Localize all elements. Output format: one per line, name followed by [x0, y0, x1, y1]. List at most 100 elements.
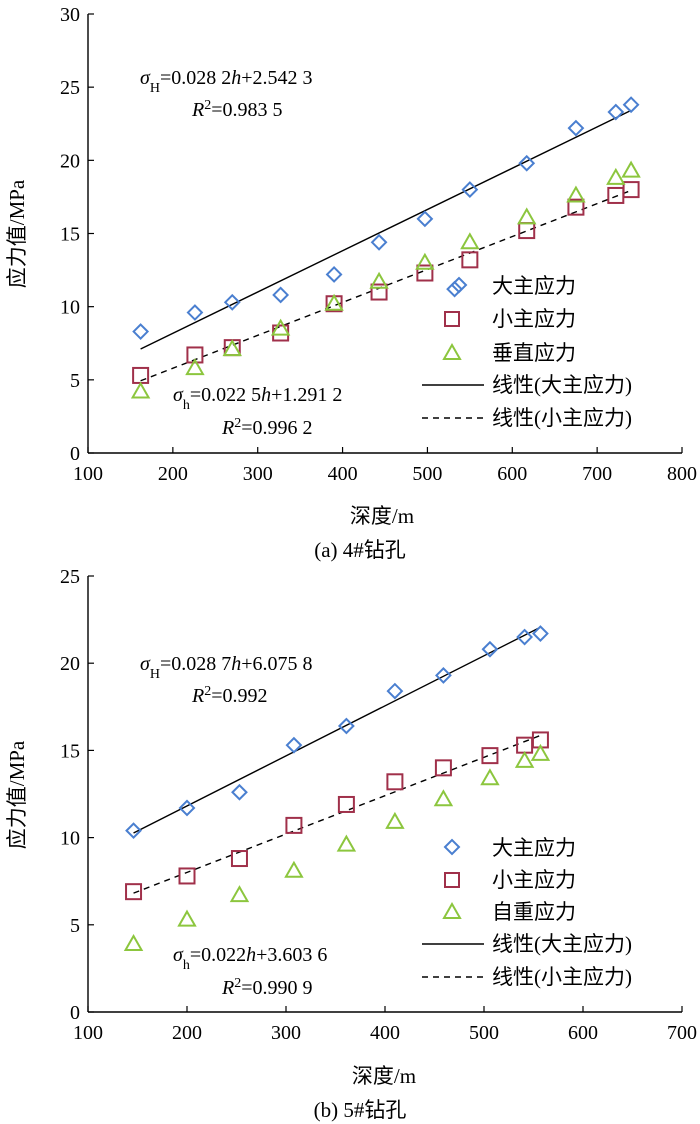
- legend-square-marker: [444, 872, 460, 888]
- point-major: [285, 736, 303, 754]
- data-marks: [130, 96, 641, 399]
- y-tick-label: 20: [60, 653, 80, 675]
- point-minor: [622, 181, 640, 199]
- point-vertical: [222, 339, 242, 357]
- point-vertical: [530, 743, 551, 761]
- point-vertical: [336, 834, 357, 852]
- y-tick-label: 20: [60, 150, 80, 172]
- point-minor: [337, 795, 355, 813]
- legend-label-major: 大主应力: [492, 274, 576, 298]
- legend-label-vertical: 垂直应力: [492, 341, 576, 365]
- legend-label-minor: 小主应力: [492, 868, 576, 892]
- point-major: [231, 783, 248, 801]
- point-minor: [461, 251, 479, 269]
- legend-item-minor: 小主应力: [444, 868, 576, 892]
- fit-lines: [140, 109, 632, 382]
- x-tick-label: 100: [73, 1022, 103, 1044]
- point-vertical: [433, 789, 454, 807]
- point-minor: [481, 747, 499, 765]
- point-major: [125, 822, 142, 840]
- legend-diamond-marker: [450, 276, 468, 294]
- x-tick-label: 600: [497, 463, 527, 485]
- x-tick-label: 400: [370, 1022, 400, 1044]
- point-vertical: [324, 293, 344, 311]
- legend-label-minor: 小主应力: [492, 307, 576, 331]
- point-major: [607, 103, 625, 121]
- legend-label-major: 大主应力: [492, 836, 576, 860]
- point-major: [337, 717, 355, 735]
- point-major: [272, 286, 290, 304]
- legend-label-fit-minor: 线性(小主应力): [492, 965, 632, 989]
- point-major: [178, 799, 196, 817]
- y-axis-title: 应力值/MPa: [5, 740, 29, 849]
- y-tick-label: 25: [60, 566, 80, 588]
- chart-a: 0 5 10 15 20 25 30 100 200 300 400 500 600 700 800 应力…: [5, 4, 697, 562]
- point-major: [186, 304, 204, 321]
- equation-major: σH=0.028 2h+2.542 3: [140, 67, 313, 96]
- x-tick-label: 800: [667, 463, 697, 485]
- point-minor: [370, 283, 388, 301]
- equation-major: σH=0.028 7h+6.075 8: [140, 653, 313, 682]
- point-minor: [518, 222, 536, 240]
- point-major: [567, 119, 585, 137]
- r2-minor: R2=0.996 2: [221, 416, 313, 440]
- point-vertical: [566, 185, 586, 203]
- point-vertical: [480, 768, 500, 786]
- legend-item-fit-minor: 线性(小主应力): [422, 965, 632, 989]
- x-ticks: 100 200 300 400 500 600 700: [73, 1006, 697, 1044]
- y-tick-label: 5: [70, 915, 80, 937]
- point-vertical: [369, 271, 389, 289]
- point-minor: [178, 867, 196, 885]
- point-major: [516, 628, 534, 646]
- point-major: [223, 293, 241, 311]
- point-vertical: [130, 381, 151, 399]
- point-major: [622, 96, 640, 114]
- point-minor: [516, 736, 534, 754]
- equation-minor: σh=0.022 5h+1.291 2: [173, 384, 342, 413]
- r2-major: R2=0.992: [191, 684, 268, 708]
- point-vertical: [460, 232, 480, 250]
- x-ticks: 100 200 300 400 500 600 700 800: [73, 447, 697, 485]
- chart-caption: (b) 5#钻孔: [314, 1098, 407, 1122]
- r2-minor: R2=0.990 9: [221, 976, 313, 1000]
- legend: 大主应力 小主应力 自重应力 线性(大主应力) 线性(小主应力): [422, 836, 632, 989]
- legend-label-fit-major: 线性(大主应力): [492, 932, 632, 956]
- point-vertical: [177, 909, 197, 927]
- point-minor: [434, 759, 452, 777]
- point-major: [532, 625, 549, 642]
- y-tick-label: 10: [60, 297, 80, 319]
- equation-minor: σh=0.022h+3.603 6: [173, 944, 327, 973]
- point-major: [370, 233, 388, 251]
- fit-line-major: [133, 626, 541, 834]
- legend-item-vertical: 自重应力: [442, 900, 576, 924]
- legend-item-major: 大主应力: [443, 836, 576, 860]
- x-tick-label: 500: [469, 1022, 499, 1044]
- legend-diamond-marker: [443, 838, 461, 856]
- plot-area: 0 5 10 15 20 25 30 100 200 300 400 500 600 700 800: [60, 4, 697, 485]
- x-tick-label: 300: [243, 463, 273, 485]
- point-major: [446, 280, 463, 298]
- fit-lines: [133, 626, 541, 894]
- y-ticks: 0 5 10 15 20 25 30: [60, 4, 94, 465]
- x-tick-label: 200: [158, 463, 188, 485]
- point-vertical: [229, 885, 250, 903]
- axes: [87, 14, 682, 454]
- point-vertical: [284, 860, 304, 878]
- point-minor: [125, 883, 143, 901]
- point-vertical: [385, 811, 405, 829]
- y-ticks: 0 5 10 15 20 25: [60, 566, 94, 1024]
- fit-line-major: [140, 109, 632, 350]
- point-major: [481, 640, 499, 658]
- legend-label-fit-minor: 线性(小主应力): [492, 406, 632, 430]
- point-minor: [386, 773, 404, 791]
- point-vertical: [185, 358, 205, 376]
- point-minor: [607, 186, 625, 204]
- x-tick-label: 100: [73, 463, 103, 485]
- y-tick-label: 0: [70, 1002, 80, 1024]
- legend-triangle-marker: [442, 342, 462, 360]
- legend-item-major: 大主应力: [450, 274, 576, 298]
- x-axis-title: 深度/m: [352, 1064, 416, 1088]
- point-vertical: [516, 207, 537, 225]
- y-tick-label: 5: [70, 370, 80, 392]
- legend-item-fit-minor: 线性(小主应力): [422, 406, 632, 430]
